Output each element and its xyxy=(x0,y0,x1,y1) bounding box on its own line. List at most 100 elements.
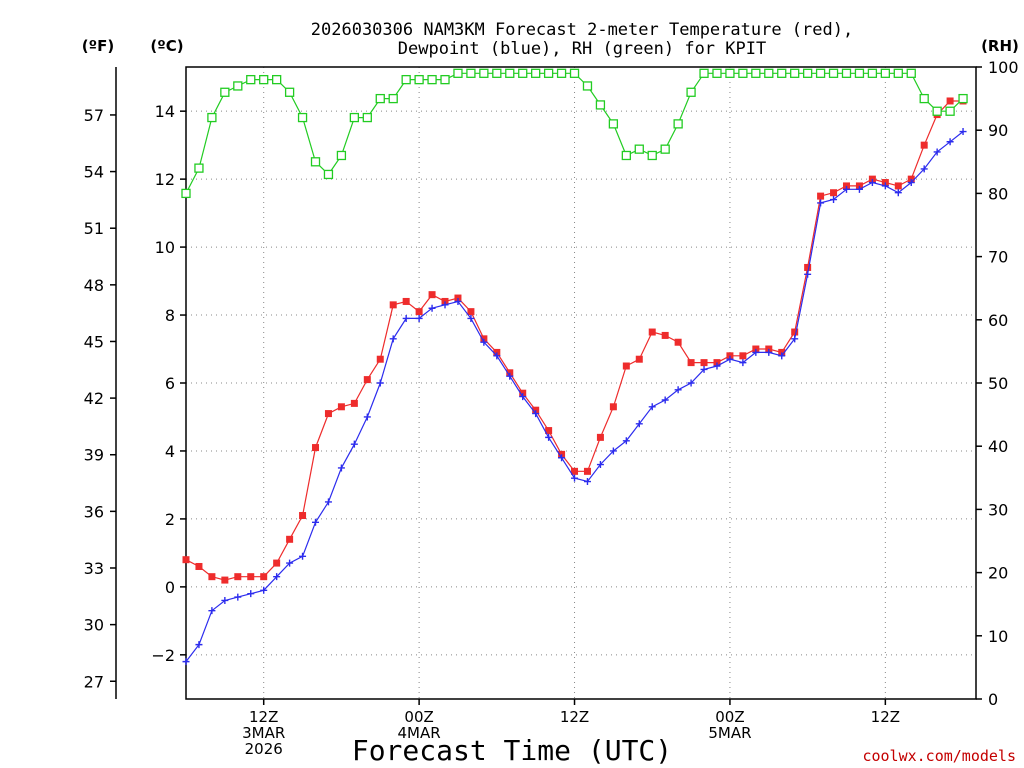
data-point xyxy=(376,355,384,363)
data-point xyxy=(363,376,371,384)
data-point xyxy=(571,474,579,482)
data-point xyxy=(920,141,928,149)
fahrenheit-tick-label: 27 xyxy=(84,672,104,691)
fahrenheit-tick-label: 51 xyxy=(84,219,104,238)
data-point xyxy=(234,573,242,581)
rh-unit-label: (RH) xyxy=(981,37,1019,55)
data-point xyxy=(415,314,423,322)
rh-tick-label: 40 xyxy=(988,437,1008,456)
data-point xyxy=(933,148,941,156)
data-point xyxy=(725,68,735,78)
data-point xyxy=(881,182,889,190)
rh-tick-label: 60 xyxy=(988,311,1008,330)
data-point xyxy=(207,112,217,123)
data-point xyxy=(401,74,411,85)
data-point xyxy=(893,68,903,78)
data-point xyxy=(506,372,514,380)
data-point xyxy=(830,196,838,204)
data-point xyxy=(246,74,256,85)
data-point xyxy=(260,573,268,581)
data-point xyxy=(726,355,734,363)
fahrenheit-tick-label: 48 xyxy=(84,276,104,295)
data-point xyxy=(608,119,619,129)
x-tick-label: 5MAR xyxy=(708,724,751,742)
fahrenheit-tick-label: 33 xyxy=(84,559,104,578)
data-point xyxy=(427,74,437,85)
data-point xyxy=(208,573,216,581)
data-point xyxy=(324,410,332,418)
fahrenheit-tick-label: 57 xyxy=(84,106,104,125)
rh-tick-label: 90 xyxy=(988,121,1008,140)
data-point xyxy=(247,590,255,598)
fahrenheit-tick-label: 54 xyxy=(84,163,104,182)
data-point xyxy=(804,270,812,278)
x-tick-label: 2026 xyxy=(245,740,283,758)
data-point xyxy=(402,314,410,322)
data-point xyxy=(752,348,760,356)
celsius-tick-label: 2 xyxy=(165,510,175,529)
data-point xyxy=(350,440,358,448)
data-point xyxy=(778,352,786,360)
data-point xyxy=(648,328,656,336)
data-point xyxy=(880,68,890,78)
rh-tick-label: 30 xyxy=(988,500,1008,519)
data-point xyxy=(208,607,216,615)
data-point xyxy=(920,165,928,173)
data-point xyxy=(336,150,347,161)
data-point xyxy=(842,185,850,193)
data-point xyxy=(480,338,488,346)
rh-tick-label: 10 xyxy=(988,627,1008,646)
data-point xyxy=(363,413,371,421)
credit-label: coolwx.com/models xyxy=(862,747,1016,765)
data-point xyxy=(660,144,670,154)
data-point xyxy=(492,68,502,78)
data-point xyxy=(764,68,774,78)
grid-lines xyxy=(186,67,976,699)
x-tick-label: 00Z xyxy=(404,708,433,726)
data-point xyxy=(543,68,554,78)
data-point xyxy=(310,157,321,167)
data-point xyxy=(841,68,852,78)
data-point xyxy=(273,573,281,581)
data-point xyxy=(686,87,696,97)
data-point xyxy=(828,68,839,78)
data-point xyxy=(569,68,580,78)
data-point xyxy=(739,359,747,367)
data-point xyxy=(712,68,722,78)
data-point xyxy=(414,74,424,85)
data-point xyxy=(817,192,825,200)
data-point xyxy=(739,352,747,360)
data-point xyxy=(467,308,475,316)
data-point xyxy=(621,150,631,161)
data-point xyxy=(284,87,295,97)
data-point xyxy=(441,301,449,309)
data-point xyxy=(571,467,579,475)
data-point xyxy=(195,562,203,570)
data-point xyxy=(545,433,553,441)
data-point xyxy=(531,68,541,78)
data-point xyxy=(453,68,463,78)
fahrenheit-tick-label: 42 xyxy=(84,389,104,408)
data-point xyxy=(299,512,307,520)
data-point xyxy=(894,189,902,197)
data-point xyxy=(519,393,527,401)
celsius-tick-label: 0 xyxy=(165,578,175,597)
data-point xyxy=(233,81,243,91)
fahrenheit-unit-label: (ºF) xyxy=(82,37,114,55)
data-point xyxy=(556,68,567,78)
data-point xyxy=(661,396,669,404)
data-point xyxy=(854,68,865,78)
data-point xyxy=(700,359,708,367)
data-point xyxy=(532,410,540,418)
data-point xyxy=(946,97,954,105)
data-point xyxy=(312,518,320,526)
data-point xyxy=(868,179,876,187)
data-point xyxy=(595,100,606,110)
celsius-tick-label: 10 xyxy=(155,238,175,257)
data-point xyxy=(907,179,915,187)
data-point xyxy=(518,68,528,78)
x-tick-label: 12Z xyxy=(560,708,589,726)
data-point xyxy=(648,403,656,411)
